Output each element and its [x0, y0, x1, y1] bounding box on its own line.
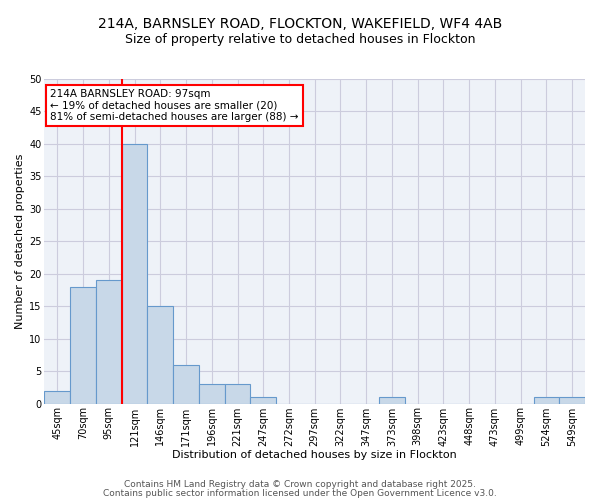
- Bar: [250, 397, 276, 404]
- Text: 214A, BARNSLEY ROAD, FLOCKTON, WAKEFIELD, WF4 4AB: 214A, BARNSLEY ROAD, FLOCKTON, WAKEFIELD…: [98, 18, 502, 32]
- Bar: [148, 306, 173, 404]
- Bar: [96, 280, 122, 404]
- Bar: [559, 397, 585, 404]
- Text: Contains HM Land Registry data © Crown copyright and database right 2025.: Contains HM Land Registry data © Crown c…: [124, 480, 476, 489]
- Bar: [70, 286, 96, 404]
- Bar: [199, 384, 224, 404]
- Bar: [173, 364, 199, 404]
- Bar: [379, 397, 405, 404]
- Bar: [122, 144, 148, 404]
- X-axis label: Distribution of detached houses by size in Flockton: Distribution of detached houses by size …: [172, 450, 457, 460]
- Text: Contains public sector information licensed under the Open Government Licence v3: Contains public sector information licen…: [103, 488, 497, 498]
- Text: 214A BARNSLEY ROAD: 97sqm
← 19% of detached houses are smaller (20)
81% of semi-: 214A BARNSLEY ROAD: 97sqm ← 19% of detac…: [50, 88, 298, 122]
- Bar: [224, 384, 250, 404]
- Bar: [44, 390, 70, 404]
- Text: Size of property relative to detached houses in Flockton: Size of property relative to detached ho…: [125, 32, 475, 46]
- Bar: [533, 397, 559, 404]
- Y-axis label: Number of detached properties: Number of detached properties: [15, 154, 25, 329]
